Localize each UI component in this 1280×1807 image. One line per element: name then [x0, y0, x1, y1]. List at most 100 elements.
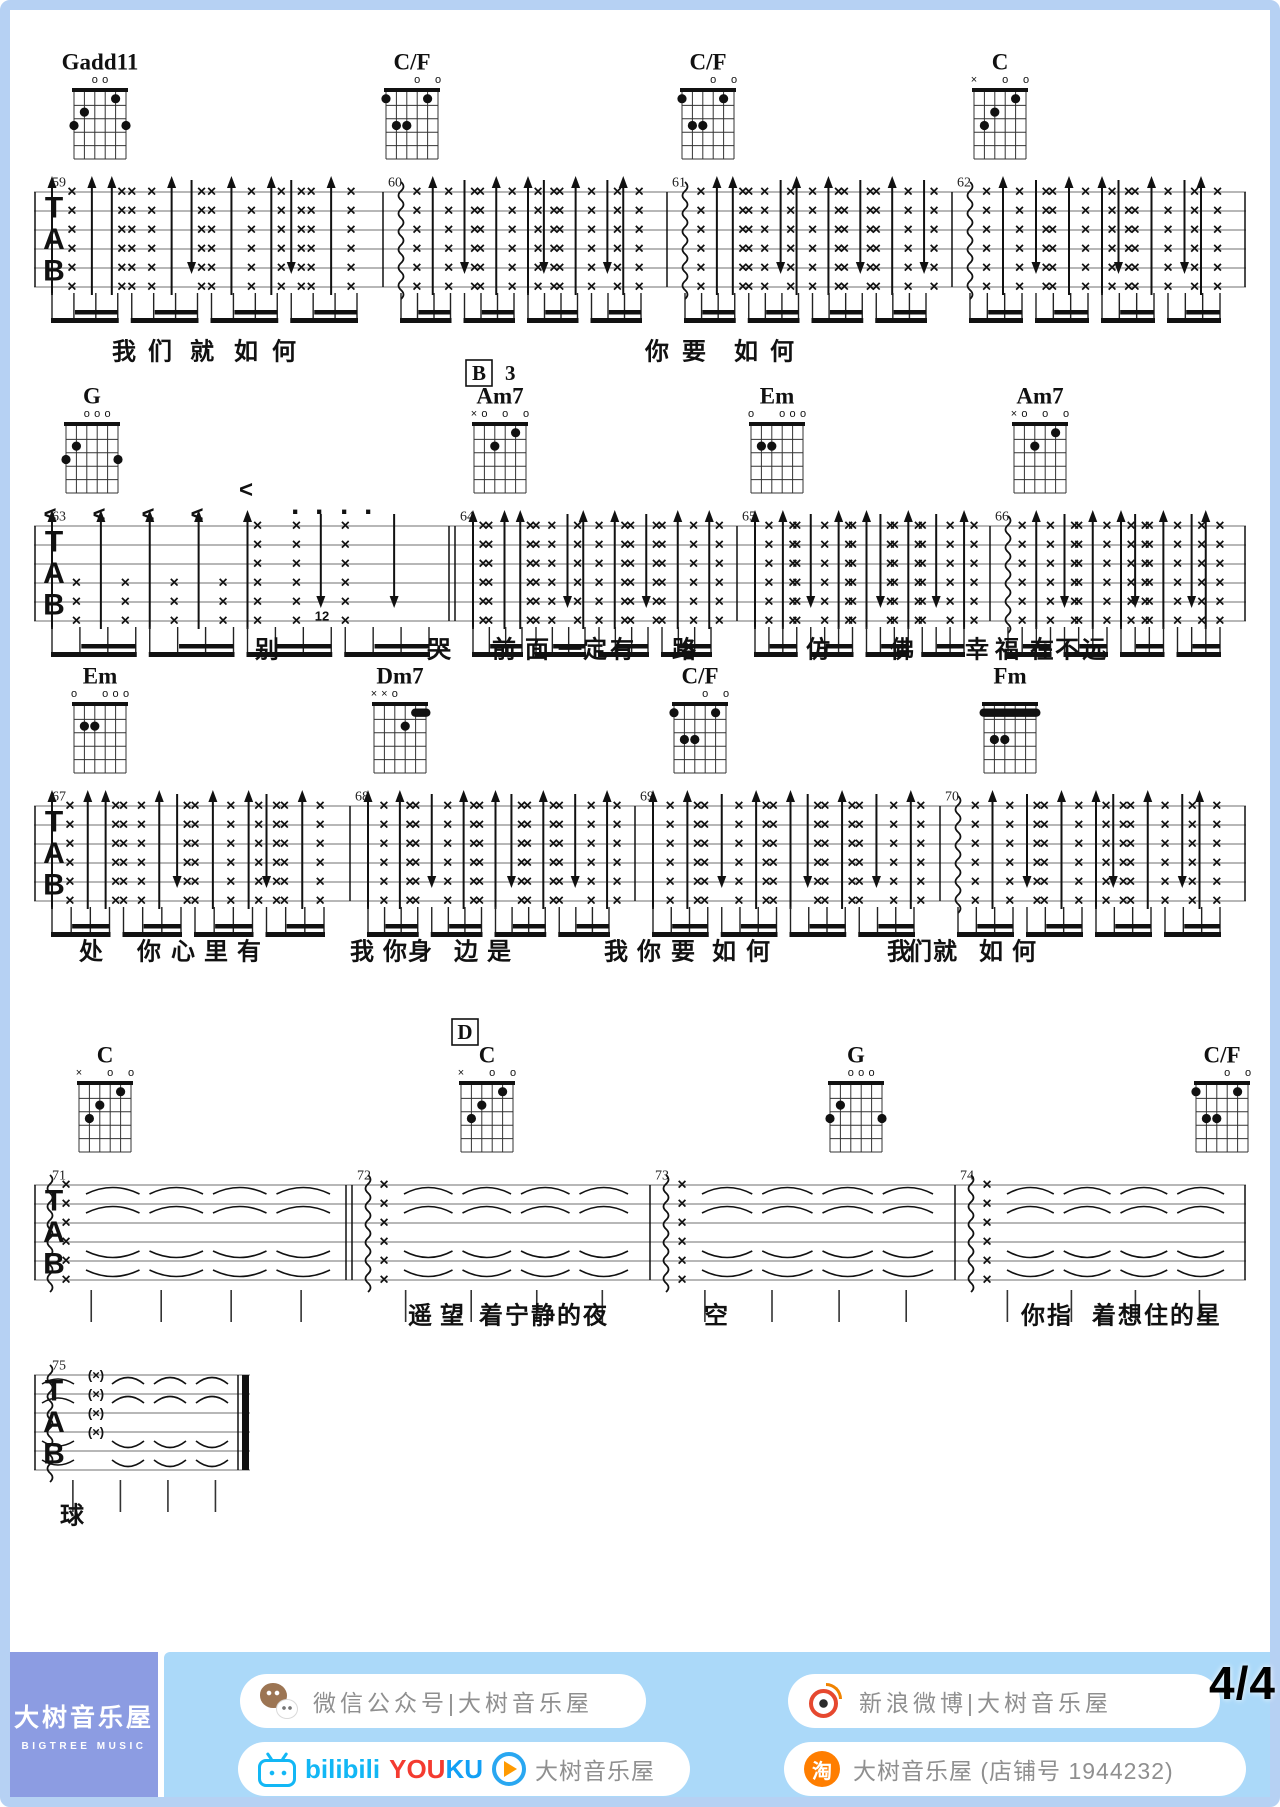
strum-x: ×: [72, 613, 81, 630]
strum-x: ×: [341, 613, 350, 630]
strum-x: ×: [969, 613, 978, 630]
strum-x: ×: [634, 184, 643, 201]
strum-x: ×: [1102, 556, 1111, 573]
beam: [1120, 310, 1154, 315]
strum-x: ×: [61, 1253, 70, 1270]
strum-x: ×: [526, 594, 535, 611]
strum-x: ×: [346, 184, 355, 201]
chord-marker: o: [128, 1067, 134, 1079]
chord-nut: [472, 422, 528, 426]
strum-x: ×: [634, 279, 643, 296]
strum-x: ×: [531, 594, 540, 611]
strum-x: ×: [469, 817, 478, 834]
tie-arc: [276, 1205, 331, 1214]
beam: [684, 318, 736, 323]
strum-x: ×: [744, 203, 753, 220]
footer-link-taobao[interactable]: 淘 大树音乐屋 (店铺号 1944232): [784, 1742, 1246, 1796]
arrowhead: [648, 790, 658, 802]
chord-marker: o: [123, 688, 129, 700]
footer-link-weibo[interactable]: 新浪微博|大树音乐屋: [788, 1674, 1220, 1728]
arrowhead: [1088, 510, 1098, 522]
beam: [210, 318, 279, 323]
chord-dot: [113, 454, 123, 465]
strum-x: ×: [1130, 203, 1139, 220]
strum-x: ×: [855, 855, 864, 872]
strum-x: ×: [738, 260, 747, 277]
strum-x: ×: [744, 222, 753, 239]
brand-block: 大树音乐屋 BIGTREE MUSIC: [10, 1652, 158, 1797]
strum-x: ×: [586, 874, 595, 891]
strum-x: ×: [587, 241, 596, 258]
strum-x: ×: [1048, 203, 1057, 220]
chord-dot: [677, 94, 687, 104]
footer-link-wechat[interactable]: 微信公众号|大树音乐屋: [240, 1674, 646, 1728]
chord-marker: o: [489, 1067, 495, 1079]
beam: [598, 652, 649, 657]
arrowhead: [855, 262, 865, 274]
strum-x: ×: [1212, 836, 1221, 853]
strum-x: ×: [555, 260, 564, 277]
arpeggio-squiggle: [967, 1174, 975, 1293]
strum-x: ×: [315, 817, 324, 834]
strum-x: ×: [292, 613, 301, 630]
strum-x: ×: [1197, 556, 1206, 573]
strum-x: ×: [1190, 279, 1199, 296]
footer-link-video[interactable]: bilibili YOUKU 大树音乐屋: [238, 1742, 690, 1796]
strum-x: ×: [840, 279, 849, 296]
arrowhead: [602, 262, 612, 274]
strum-x: ×: [872, 241, 881, 258]
strum-x: ×: [307, 203, 316, 220]
strum-x: ×: [840, 222, 849, 239]
tie-arc: [822, 1205, 874, 1214]
strum-x: ×: [792, 518, 801, 535]
beam: [154, 310, 198, 315]
strum-x: ×: [272, 836, 281, 853]
strum-x: ×: [1163, 241, 1172, 258]
strum-x: ×: [889, 893, 898, 910]
strum-x: ×: [190, 874, 199, 891]
strum-x: ×: [652, 613, 661, 630]
strum-x: ×: [866, 279, 875, 296]
strum-x: ×: [820, 855, 829, 872]
tie-arc: [882, 1269, 934, 1278]
strum-x: ×: [1160, 817, 1169, 834]
strum-x: ×: [677, 1177, 686, 1194]
chord-name: Am7: [1016, 384, 1063, 409]
beam: [1115, 924, 1151, 929]
lyric: 心: [171, 939, 195, 966]
strum-x: ×: [620, 537, 629, 554]
beam: [988, 310, 1022, 315]
section-suffix: 3: [505, 361, 516, 385]
arrowhead: [610, 510, 620, 522]
strum-x: ×: [315, 893, 324, 910]
tie-arc: [149, 1205, 204, 1214]
strum-x: ×: [872, 260, 881, 277]
chord-name: Em: [760, 384, 795, 409]
beam: [576, 924, 609, 929]
strum-x: ×: [969, 594, 978, 611]
strum-x: ×: [346, 222, 355, 239]
measure-number: 62: [957, 176, 971, 191]
strum-x: ×: [484, 613, 493, 630]
strum-x: ×: [1145, 556, 1154, 573]
arrowhead: [682, 790, 692, 802]
strum-x: ×: [61, 1196, 70, 1213]
strum-x: ×: [137, 855, 146, 872]
strum-x: ×: [412, 260, 421, 277]
arrowhead: [792, 176, 802, 188]
strum-x: ×: [834, 260, 843, 277]
tab-clef-letter: T: [45, 192, 63, 225]
arrowhead: [704, 510, 714, 522]
strum-x: ×: [67, 184, 76, 201]
chord-name: Gadd11: [62, 50, 139, 75]
arrowhead: [1195, 790, 1204, 802]
beam: [558, 932, 610, 937]
chord-dot: [989, 734, 1000, 745]
strum-x: ×: [786, 260, 795, 277]
strum-x: ×: [507, 184, 516, 201]
chord-name: C: [479, 1043, 496, 1068]
strum-x: ×: [1126, 855, 1135, 872]
strum-x: ×: [411, 874, 420, 891]
strum-x: ×: [700, 836, 709, 853]
chord-nut: [972, 88, 1028, 92]
